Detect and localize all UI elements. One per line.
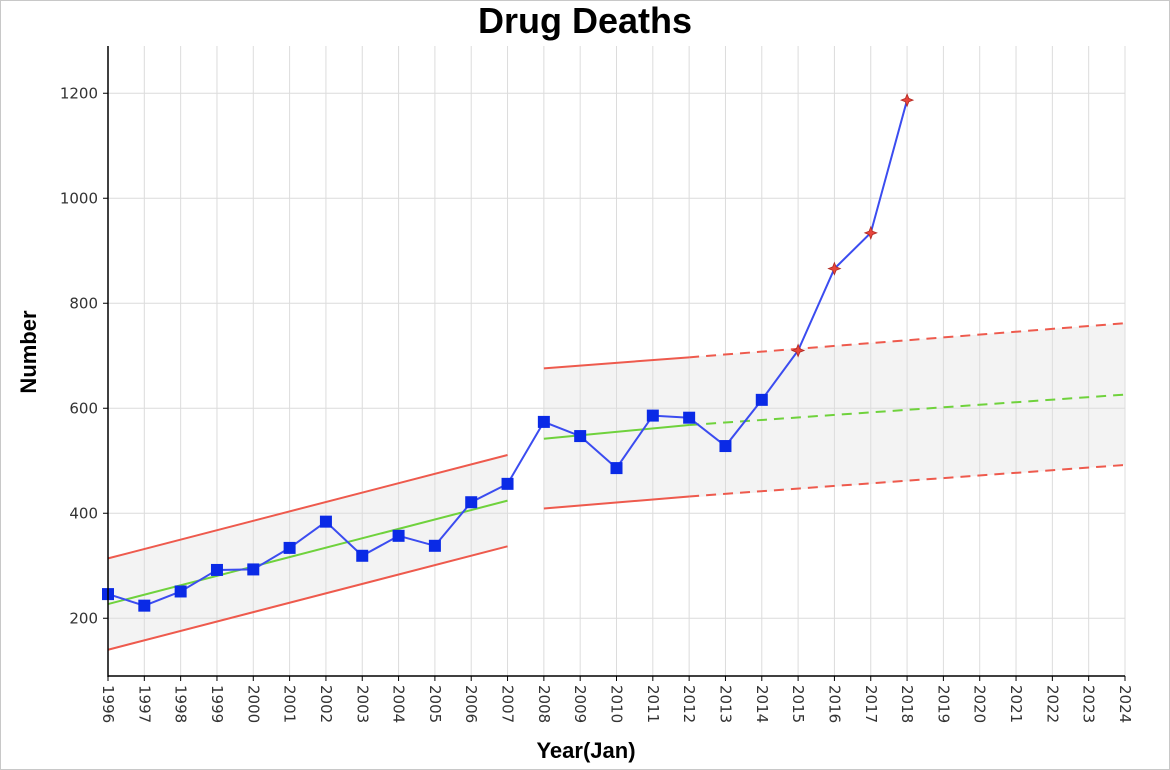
- x-tick-label: 2014: [753, 685, 771, 723]
- x-tick-label: 2007: [499, 685, 517, 723]
- center-limit-line-2: [543, 424, 690, 440]
- lower-limit-line-2: [543, 495, 690, 510]
- x-tick-label: 2022: [1043, 685, 1061, 723]
- data-point-square: [392, 529, 405, 542]
- x-tick-labels: 1996 1997 1998 1999 2000 2001 2002 2003 2004 2005…: [99, 685, 1134, 723]
- lower-limit-line-1: [107, 545, 508, 651]
- y-tick-label: 1200: [60, 84, 98, 102]
- x-tick-label: 2012: [680, 685, 698, 723]
- upper-limit-line-2: [543, 356, 690, 370]
- x-axis-label: Year(Jan): [536, 738, 635, 763]
- x-tick-label: 1998: [172, 685, 190, 723]
- center-limit-projection-2: [689, 393, 1126, 427]
- data-point-star: [863, 225, 878, 241]
- data-point-square: [210, 563, 223, 576]
- x-tick-label: 2024: [1116, 685, 1134, 723]
- x-tick-label: 2005: [426, 685, 444, 723]
- data-point-square: [428, 539, 441, 552]
- data-point-square: [683, 411, 696, 424]
- upper-limit-projection-2: [689, 322, 1126, 359]
- x-tick-label: 2011: [644, 685, 662, 723]
- data-point-square: [319, 515, 332, 528]
- x-tick-label: 2002: [317, 685, 335, 723]
- y-tick-label: 400: [69, 504, 98, 522]
- data-point-square: [755, 393, 768, 406]
- data-point-square: [247, 563, 260, 576]
- x-tick-label: 2013: [716, 685, 734, 723]
- x-tick-label: 2004: [390, 685, 408, 723]
- data-point-square: [174, 585, 187, 598]
- y-tick-label: 1000: [60, 189, 98, 207]
- x-tick-label: 2000: [244, 685, 262, 723]
- data-point-square: [501, 477, 514, 490]
- x-tick-label: 2016: [825, 685, 843, 723]
- x-tick-label: 2009: [571, 685, 589, 723]
- x-tick-label: 2006: [462, 685, 480, 723]
- data-point-square: [356, 549, 369, 562]
- data-point-square: [719, 440, 732, 453]
- x-tick-label: 2017: [862, 685, 880, 723]
- data-point-square: [646, 409, 659, 422]
- lower-limit-projection-2: [689, 463, 1126, 498]
- y-tick-labels: 200 400 600 800 1000 1200: [60, 84, 98, 627]
- data-point-star: [827, 261, 842, 276]
- y-tick-label: 200: [69, 609, 98, 627]
- x-tick-label: 2001: [281, 685, 299, 723]
- x-tick-label: 2003: [353, 685, 371, 723]
- data-point-square: [537, 415, 550, 428]
- x-tick-label: 2015: [789, 685, 807, 723]
- x-tick-label: 2008: [535, 685, 553, 723]
- control-limit-lines: [107, 322, 1126, 651]
- y-tick-label: 800: [69, 294, 98, 312]
- data-point-square: [465, 496, 478, 509]
- x-tick-label: 1997: [135, 685, 153, 723]
- center-limit-line-1: [107, 499, 508, 606]
- axes: [103, 46, 1126, 681]
- y-axis-label: Number: [16, 310, 41, 394]
- x-tick-label: 1999: [208, 685, 226, 723]
- x-tick-label: 1996: [99, 685, 117, 723]
- data-point-square: [574, 430, 587, 443]
- x-tick-label: 2010: [608, 685, 626, 723]
- y-tick-label: 600: [69, 399, 98, 417]
- data-series: [102, 93, 915, 612]
- x-tick-label: 2019: [934, 685, 952, 723]
- x-tick-label: 2021: [1007, 685, 1025, 723]
- x-tick-label: 2020: [971, 685, 989, 723]
- x-tick-label: 2018: [898, 685, 916, 723]
- upper-limit-line-1: [107, 454, 508, 560]
- data-point-square: [138, 599, 151, 612]
- data-point-square: [610, 462, 623, 475]
- x-tick-label: 2023: [1080, 685, 1098, 723]
- chart-title: Drug Deaths: [477, 0, 693, 41]
- data-point-star: [900, 93, 915, 108]
- data-point-star: [791, 343, 806, 358]
- data-point-square: [283, 541, 296, 554]
